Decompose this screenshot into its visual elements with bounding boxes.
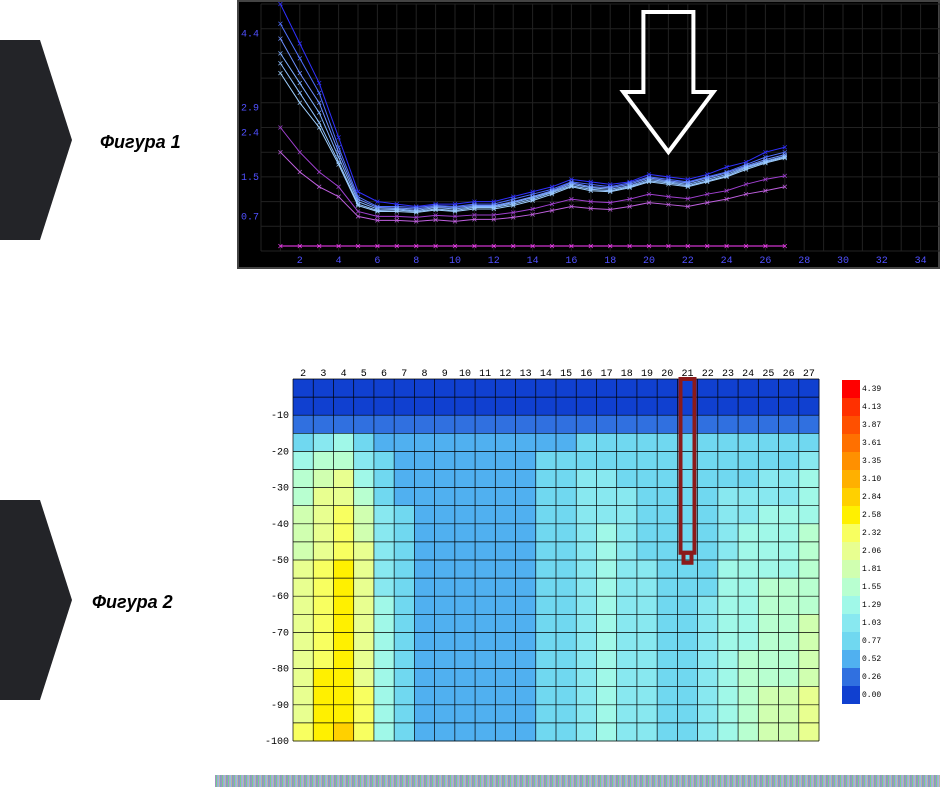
chart2-colorbar: 4.394.133.873.613.353.102.842.582.322.06… xyxy=(842,380,881,704)
svg-text:20: 20 xyxy=(643,256,655,267)
svg-text:14: 14 xyxy=(527,256,539,267)
svg-text:-50: -50 xyxy=(271,556,289,567)
svg-text:30: 30 xyxy=(837,256,849,267)
svg-text:18: 18 xyxy=(621,369,633,380)
svg-text:3: 3 xyxy=(320,369,326,380)
svg-text:10: 10 xyxy=(449,256,461,267)
svg-text:4: 4 xyxy=(341,369,347,380)
svg-text:26: 26 xyxy=(759,256,771,267)
svg-text:18: 18 xyxy=(604,256,616,267)
svg-text:14: 14 xyxy=(540,369,552,380)
svg-text:16: 16 xyxy=(580,369,592,380)
chart1-line-plot: 0.71.52.42.94.42468101214161820222426283… xyxy=(237,0,940,269)
svg-text:2.9: 2.9 xyxy=(241,104,259,115)
svg-text:12: 12 xyxy=(499,369,511,380)
svg-text:2: 2 xyxy=(297,256,303,267)
svg-text:-40: -40 xyxy=(271,520,289,531)
colorbar-stop: 1.81 xyxy=(842,560,881,578)
colorbar-stop: 3.35 xyxy=(842,452,881,470)
svg-text:-80: -80 xyxy=(271,665,289,676)
svg-text:9: 9 xyxy=(442,369,448,380)
svg-text:-20: -20 xyxy=(271,447,289,458)
svg-text:24: 24 xyxy=(742,369,754,380)
svg-text:2: 2 xyxy=(300,369,306,380)
svg-text:24: 24 xyxy=(721,256,733,267)
colorbar-stop: 4.39 xyxy=(842,380,881,398)
colorbar-stop: 1.29 xyxy=(842,596,881,614)
svg-text:27: 27 xyxy=(803,369,815,380)
figure1-label: Фигура 1 xyxy=(100,132,181,153)
svg-text:16: 16 xyxy=(565,256,577,267)
svg-text:17: 17 xyxy=(601,369,613,380)
svg-text:13: 13 xyxy=(520,369,532,380)
colorbar-stop: 2.58 xyxy=(842,506,881,524)
svg-text:23: 23 xyxy=(722,369,734,380)
svg-text:8: 8 xyxy=(421,369,427,380)
colorbar-stop: 4.13 xyxy=(842,398,881,416)
colorbar-stop: 3.61 xyxy=(842,434,881,452)
svg-text:-30: -30 xyxy=(271,484,289,495)
svg-text:-70: -70 xyxy=(271,628,289,639)
svg-text:25: 25 xyxy=(762,369,774,380)
colorbar-stop: 1.03 xyxy=(842,614,881,632)
svg-text:26: 26 xyxy=(783,369,795,380)
svg-text:34: 34 xyxy=(915,256,927,267)
colorbar-stop: 1.55 xyxy=(842,578,881,596)
svg-text:20: 20 xyxy=(661,369,673,380)
svg-text:-60: -60 xyxy=(271,592,289,603)
svg-text:22: 22 xyxy=(682,256,694,267)
decor-arrow-2 xyxy=(0,500,72,700)
svg-text:6: 6 xyxy=(374,256,380,267)
svg-text:4.4: 4.4 xyxy=(241,30,259,41)
colorbar-stop: 0.52 xyxy=(842,650,881,668)
svg-text:0.7: 0.7 xyxy=(241,212,259,223)
colorbar-stop: 0.00 xyxy=(842,686,881,704)
svg-text:11: 11 xyxy=(479,369,491,380)
footer-noise-bar xyxy=(215,775,940,787)
svg-text:22: 22 xyxy=(702,369,714,380)
colorbar-stop: 2.06 xyxy=(842,542,881,560)
svg-text:-90: -90 xyxy=(271,701,289,712)
svg-text:15: 15 xyxy=(560,369,572,380)
chart2-heatmap: 2345678910111213141516171819202122232425… xyxy=(263,365,823,745)
colorbar-stop: 0.26 xyxy=(842,668,881,686)
svg-text:10: 10 xyxy=(459,369,471,380)
svg-text:-10: -10 xyxy=(271,411,289,422)
svg-text:8: 8 xyxy=(413,256,419,267)
svg-text:4: 4 xyxy=(336,256,342,267)
colorbar-stop: 0.77 xyxy=(842,632,881,650)
svg-text:-100: -100 xyxy=(265,737,289,745)
svg-text:2.4: 2.4 xyxy=(241,128,259,139)
colorbar-stop: 3.87 xyxy=(842,416,881,434)
svg-text:12: 12 xyxy=(488,256,500,267)
decor-arrow-1 xyxy=(0,40,72,240)
svg-text:19: 19 xyxy=(641,369,653,380)
svg-text:5: 5 xyxy=(361,369,367,380)
figure2-label: Фигура 2 xyxy=(92,592,173,613)
colorbar-stop: 3.10 xyxy=(842,470,881,488)
colorbar-stop: 2.84 xyxy=(842,488,881,506)
svg-text:1.5: 1.5 xyxy=(241,173,259,184)
svg-text:32: 32 xyxy=(876,256,888,267)
svg-text:6: 6 xyxy=(381,369,387,380)
svg-text:28: 28 xyxy=(798,256,810,267)
colorbar-stop: 2.32 xyxy=(842,524,881,542)
svg-text:7: 7 xyxy=(401,369,407,380)
